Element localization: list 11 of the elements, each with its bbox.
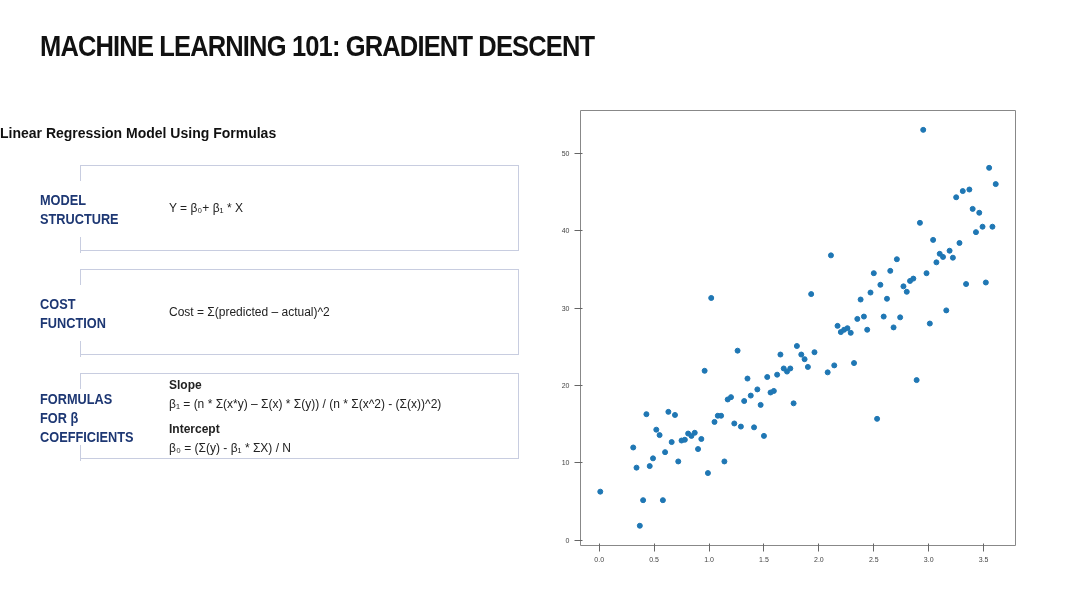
text: β₁ = (n * Σ(x*y) – Σ(x) * Σ(y)) / (n * Σ(x^2) - (Σ(x))^2)	[169, 396, 443, 414]
text: Y = β₀+ β₁ * X	[169, 200, 244, 218]
text: MODEL STRUCTURE	[40, 190, 120, 229]
text: Linear Regression Model Using Formulas	[0, 124, 277, 143]
text: Intercept	[169, 420, 221, 438]
text: β₀ = (Σ(y) - β₁ * ΣX) / N	[169, 439, 292, 457]
text: MACHINE LEARNING 101: GRADIENT DESCENT	[40, 28, 595, 64]
text: Cost = Σ(predicted – actual)^2	[169, 304, 331, 322]
text: Slope	[169, 377, 203, 395]
text: COST FUNCTION	[40, 294, 107, 333]
text: FORMULAS FOR β COEFFICIENTS	[40, 388, 134, 447]
